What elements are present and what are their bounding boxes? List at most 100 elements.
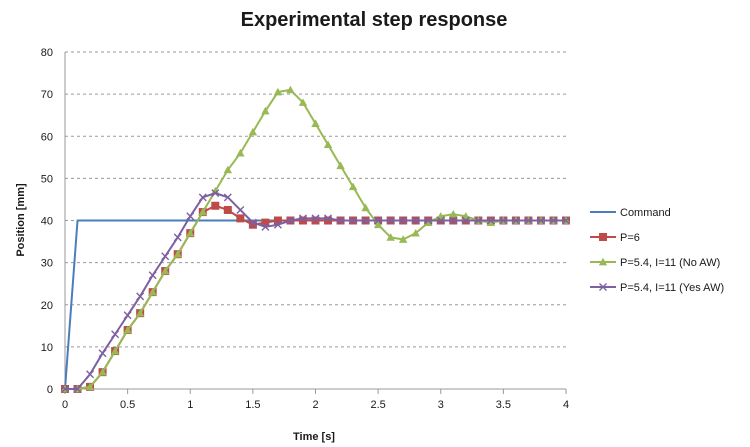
data-point	[361, 216, 370, 225]
axes: 0 10 20 30 40 50 60 70 80 0 0.5 1 1.5 2 2.5 3 3.5 4	[41, 47, 569, 411]
legend-marker	[599, 233, 607, 241]
data-point	[123, 311, 132, 320]
x-tick-label: 2.5	[370, 399, 385, 411]
y-tick-label: 30	[41, 258, 53, 270]
data-point	[449, 209, 458, 218]
x-tick-label: 2	[312, 399, 318, 411]
legend-label: P=6	[620, 232, 640, 244]
data-point	[123, 325, 132, 334]
data-point	[311, 214, 320, 223]
data-point	[474, 216, 483, 225]
data-point	[273, 87, 283, 96]
series-2	[60, 85, 571, 393]
y-axis-label: Position [mm]	[15, 183, 27, 257]
data-point	[236, 214, 245, 223]
data-point	[311, 119, 320, 127]
data-point	[324, 214, 333, 223]
x-tick-label: 1.5	[245, 399, 260, 411]
data-point	[323, 140, 333, 149]
data-point	[161, 252, 170, 261]
data-point	[286, 216, 295, 225]
data-point	[298, 98, 308, 106]
data-point	[298, 216, 307, 225]
data-point	[98, 349, 107, 358]
x-tick-label: 3.5	[496, 399, 511, 411]
series-3	[61, 189, 570, 393]
data-point	[223, 165, 233, 174]
data-point	[349, 216, 358, 225]
data-point	[136, 292, 145, 301]
data-point	[373, 220, 383, 229]
data-point	[424, 218, 433, 226]
data-point	[61, 385, 69, 393]
data-point	[85, 382, 95, 391]
data-point	[248, 218, 257, 227]
y-tick-label: 80	[41, 47, 53, 59]
legend-label: P=5.4, I=11 (No AW)	[620, 257, 720, 269]
plot-area	[60, 85, 571, 393]
legend-item: P=5.4, I=11 (No AW)	[590, 257, 720, 269]
chart-title: Experimental step response	[241, 9, 508, 31]
data-point	[436, 216, 445, 225]
data-point	[111, 330, 120, 339]
data-point	[499, 216, 508, 225]
data-point	[549, 216, 558, 225]
data-point	[286, 85, 295, 94]
y-tick-label: 50	[41, 173, 53, 185]
legend-marker	[598, 257, 608, 266]
data-point	[223, 193, 232, 202]
data-point	[348, 182, 358, 191]
series-0	[64, 219, 566, 390]
data-point	[386, 233, 395, 241]
data-point	[336, 216, 345, 225]
grid	[65, 51, 566, 348]
legend-label: P=5.4, I=11 (Yes AW)	[620, 282, 724, 294]
legend-item: Command	[590, 207, 671, 219]
data-point	[135, 308, 145, 317]
data-point	[449, 216, 458, 225]
x-axis-label: Time [s]	[293, 431, 335, 443]
data-point	[186, 228, 195, 237]
legend-item: P=6	[590, 232, 640, 244]
y-tick-label: 40	[41, 216, 53, 228]
data-point	[148, 271, 157, 280]
y-tick-label: 60	[41, 131, 53, 143]
data-point	[361, 203, 370, 212]
legend: Command P=6 P=5.4, I=11 (No AW) P=5.4, I=11…	[590, 207, 724, 294]
data-point	[173, 250, 182, 258]
data-point	[399, 216, 408, 225]
data-point	[374, 216, 383, 225]
y-tick-label: 10	[41, 342, 53, 354]
data-point	[98, 367, 107, 376]
x-tick-label: 4	[563, 399, 569, 411]
data-point	[298, 214, 307, 223]
legend-label: Command	[620, 207, 671, 219]
data-point	[398, 235, 408, 243]
data-point	[562, 216, 570, 225]
data-point	[223, 205, 232, 214]
x-tick-label: 1	[187, 399, 193, 411]
data-point	[411, 216, 420, 225]
data-point	[324, 216, 333, 225]
data-point	[386, 216, 395, 225]
data-point	[148, 287, 157, 296]
x-tick-label: 3	[438, 399, 444, 411]
data-point	[211, 186, 220, 195]
data-point	[411, 228, 420, 237]
data-point	[524, 216, 533, 225]
data-point	[186, 212, 195, 221]
x-tick-label: 0	[62, 399, 68, 411]
data-point	[336, 161, 345, 170]
data-point	[110, 346, 120, 355]
data-point	[261, 106, 270, 115]
data-point	[86, 370, 95, 379]
data-point	[486, 216, 495, 225]
data-point	[261, 222, 270, 231]
series-line	[65, 88, 566, 390]
series-1	[61, 201, 570, 393]
y-tick-label: 70	[41, 89, 53, 101]
data-point	[236, 148, 245, 157]
data-point	[73, 385, 82, 393]
data-point	[211, 201, 220, 210]
